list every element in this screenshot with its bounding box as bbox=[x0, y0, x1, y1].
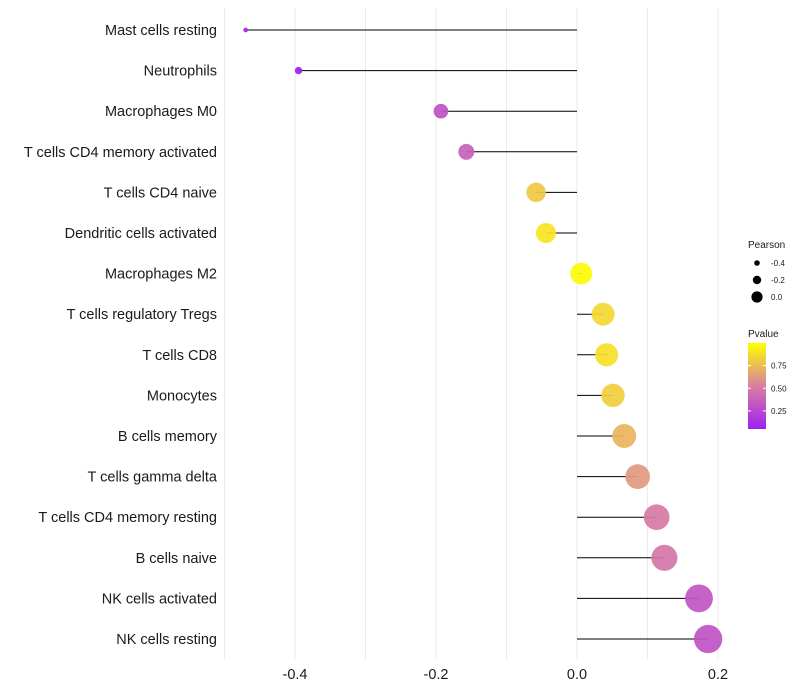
lollipop-point bbox=[294, 66, 303, 75]
category-label: Neutrophils bbox=[144, 64, 217, 80]
category-label: NK cells activated bbox=[102, 591, 217, 607]
x-axis-ticks: -0.4 -0.2 0.0 0.2 bbox=[283, 667, 729, 683]
category-label: Macrophages M0 bbox=[105, 104, 217, 120]
x-tick-label: -0.4 bbox=[283, 667, 308, 683]
category-label: T cells regulatory Tregs bbox=[67, 307, 217, 323]
lollipop-point bbox=[643, 504, 670, 531]
lollipop-point bbox=[591, 302, 615, 326]
category-label: Monocytes bbox=[147, 388, 217, 404]
x-tick-label: 0.0 bbox=[567, 667, 587, 683]
lollipop-point bbox=[693, 624, 723, 654]
x-tick-label: -0.2 bbox=[424, 667, 449, 683]
lollipop-point bbox=[535, 222, 556, 244]
grid-layer bbox=[224, 8, 719, 660]
size-legend-label: -0.2 bbox=[771, 276, 785, 285]
point-layer bbox=[243, 27, 723, 654]
size-legend-dot bbox=[751, 291, 763, 303]
category-label: NK cells resting bbox=[116, 632, 217, 648]
color-legend-items: 0.75 0.50 0.25 bbox=[748, 362, 787, 416]
category-label: B cells naive bbox=[136, 551, 217, 567]
color-legend-label: 0.50 bbox=[771, 384, 787, 393]
size-legend-items: -0.4 -0.2 0.0 bbox=[751, 259, 785, 303]
size-legend-label: -0.4 bbox=[771, 259, 785, 268]
size-legend-dot bbox=[752, 275, 762, 285]
stem-layer bbox=[245, 29, 709, 640]
lollipop-point bbox=[685, 584, 713, 613]
color-legend-label: 0.75 bbox=[771, 362, 787, 371]
category-label: T cells CD4 memory resting bbox=[38, 510, 217, 526]
size-legend-label: 0.0 bbox=[771, 293, 783, 302]
lollipop-point bbox=[243, 27, 248, 33]
category-label: T cells CD8 bbox=[142, 348, 217, 364]
size-legend-dot bbox=[754, 260, 760, 266]
pvalue-colorbar bbox=[748, 343, 766, 429]
category-label: T cells CD4 memory activated bbox=[24, 145, 217, 161]
category-labels: Mast cells resting Neutrophils Macrophages… bbox=[24, 23, 218, 648]
lollipop-point bbox=[433, 103, 449, 119]
category-label: Macrophages M2 bbox=[105, 267, 217, 283]
category-label: B cells memory bbox=[118, 429, 218, 445]
lollipop-point bbox=[595, 343, 619, 367]
lollipop-point bbox=[526, 182, 546, 203]
color-legend-label: 0.25 bbox=[771, 407, 787, 416]
category-label: T cells CD4 naive bbox=[104, 185, 217, 201]
lollipop-point bbox=[458, 143, 475, 160]
category-label: T cells gamma delta bbox=[88, 470, 218, 486]
x-tick-label: 0.2 bbox=[708, 667, 728, 683]
lollipop-point bbox=[612, 423, 637, 449]
lollipop-point bbox=[651, 544, 678, 571]
legend: Pearson -0.4 -0.2 0.0 Pvalue 0.75 0.50 0.25 bbox=[748, 240, 787, 429]
category-label: Dendritic cells activated bbox=[65, 226, 217, 242]
lollipop-point bbox=[601, 383, 625, 408]
lollipop-point bbox=[625, 464, 650, 489]
size-legend-title: Pearson bbox=[748, 240, 785, 251]
color-legend-title: Pvalue bbox=[748, 329, 779, 340]
category-label: Mast cells resting bbox=[105, 23, 217, 39]
lollipop-point bbox=[570, 262, 593, 285]
